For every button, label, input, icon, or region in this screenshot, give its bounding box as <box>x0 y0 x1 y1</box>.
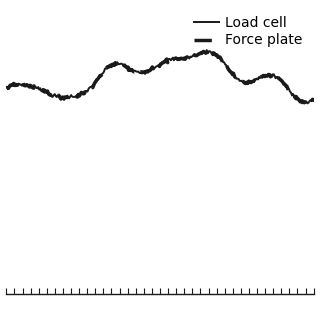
Force plate <box>264 74 268 78</box>
Line: Load cell: Load cell <box>6 50 314 103</box>
Force plate <box>188 55 191 59</box>
Force plate <box>186 57 190 60</box>
Load cell <box>186 55 190 59</box>
Force plate <box>284 84 288 88</box>
Load cell <box>306 101 309 105</box>
Load cell <box>5 86 9 90</box>
Load cell <box>312 99 316 103</box>
Force plate <box>4 86 8 90</box>
Load cell <box>205 48 209 52</box>
Force plate <box>206 49 210 53</box>
Force plate <box>305 101 308 105</box>
Load cell <box>188 57 191 60</box>
Force plate <box>312 99 316 103</box>
Force plate <box>5 86 9 90</box>
Legend: Load cell, Force plate: Load cell, Force plate <box>188 11 308 53</box>
Load cell <box>4 85 8 89</box>
Line: Force plate: Force plate <box>6 51 314 103</box>
Load cell <box>193 53 196 57</box>
Load cell <box>264 73 268 77</box>
Load cell <box>284 84 288 88</box>
Force plate <box>193 53 196 57</box>
